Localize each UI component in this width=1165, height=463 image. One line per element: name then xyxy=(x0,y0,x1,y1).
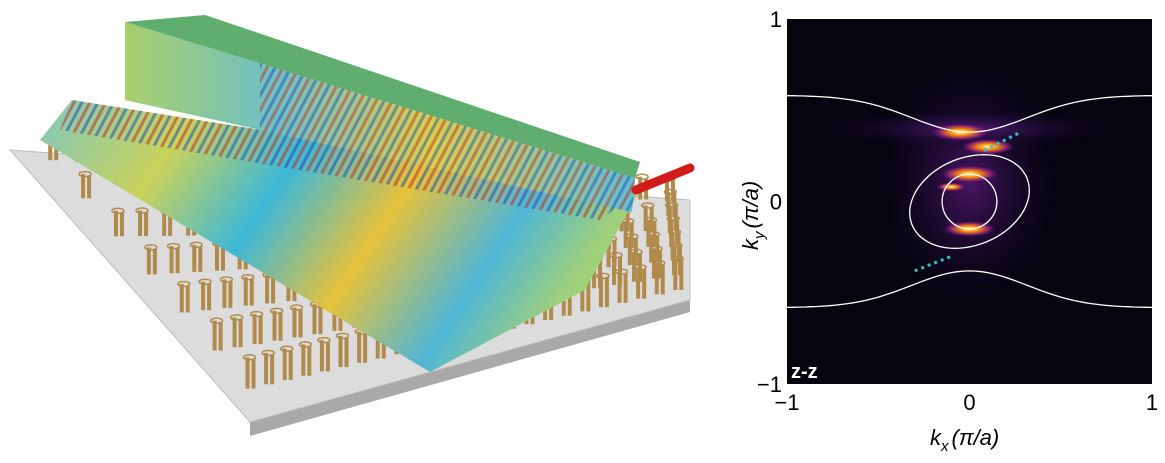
pillar xyxy=(111,207,125,237)
y-axis-label: ky(π/a) xyxy=(738,181,768,250)
contour-ellipse xyxy=(909,154,1030,249)
substrate-slab-side xyxy=(250,300,690,436)
pillar xyxy=(229,314,244,348)
x-axis-label: kx (π/a) xyxy=(930,425,999,455)
y-tick-label: −1 xyxy=(757,372,782,397)
contour-circle xyxy=(941,173,998,230)
pillar xyxy=(269,307,284,341)
heatmap-bright-spot xyxy=(960,138,1015,155)
pillar xyxy=(135,207,149,237)
pillar xyxy=(298,341,313,376)
pillar xyxy=(633,264,647,299)
pillar xyxy=(242,354,257,389)
pillar xyxy=(670,255,685,290)
x-tick-label: −1 xyxy=(774,390,799,415)
pillar xyxy=(643,216,658,247)
pillar xyxy=(249,310,264,344)
pillar xyxy=(663,188,678,217)
pillar xyxy=(609,251,623,286)
pillar xyxy=(189,241,204,272)
contour-upper-band xyxy=(787,95,1152,133)
pillar xyxy=(279,345,294,380)
pillar xyxy=(209,317,224,351)
heatmap-haze xyxy=(879,63,1060,304)
pillar xyxy=(198,278,212,311)
pillar xyxy=(649,245,663,279)
pillar xyxy=(144,244,158,275)
pillar xyxy=(261,349,275,385)
pillar xyxy=(664,202,679,231)
pillar xyxy=(596,272,610,308)
pillar xyxy=(176,280,191,313)
lattice-3d-rendering xyxy=(8,15,695,436)
excitation-source xyxy=(631,163,695,195)
pillar xyxy=(646,231,660,263)
y-tick-label: 0 xyxy=(770,190,782,215)
contour-lower-band xyxy=(787,270,1152,309)
pillar xyxy=(241,273,255,306)
pillar xyxy=(289,304,304,338)
pillar xyxy=(219,276,234,308)
pillar xyxy=(78,170,92,199)
pillar xyxy=(335,332,350,368)
pillar xyxy=(317,336,331,372)
annotation-z-z: z-z xyxy=(791,361,818,383)
heatmap-bright-spot xyxy=(936,182,967,192)
field-plane-waves xyxy=(60,100,640,220)
field-wall-top xyxy=(125,15,640,178)
pillar xyxy=(614,268,629,303)
y-tick-label: 1 xyxy=(770,7,782,32)
pillar xyxy=(166,242,181,274)
x-tick-label: 0 xyxy=(963,390,975,415)
field-wall-waves xyxy=(260,60,635,212)
pillar xyxy=(651,259,666,295)
x-tick-label: 1 xyxy=(1146,390,1158,415)
